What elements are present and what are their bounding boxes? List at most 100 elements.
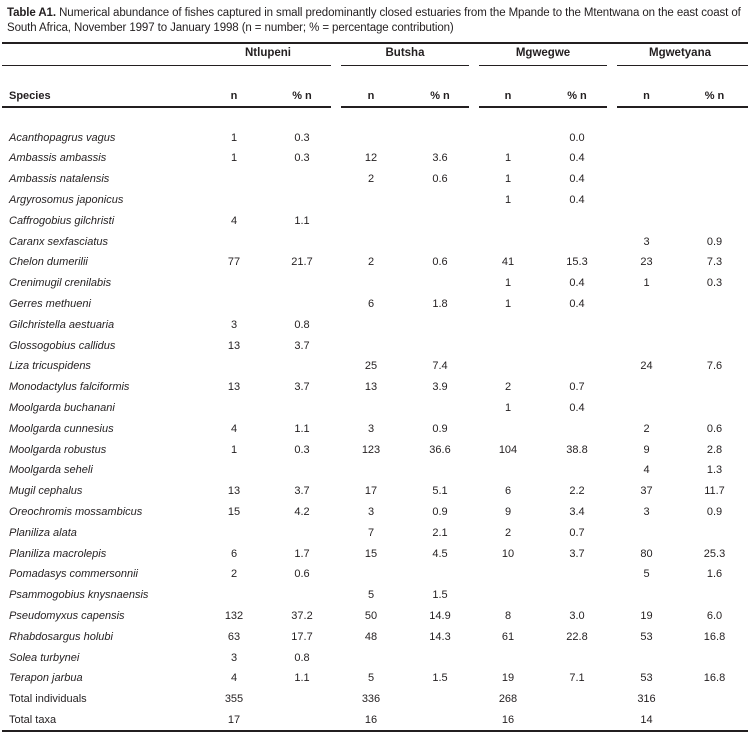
value-cell: 13 — [227, 339, 241, 352]
value-cell — [474, 564, 542, 585]
value-cell: 3.6 — [432, 152, 448, 165]
group-header-spacer — [2, 44, 200, 60]
species-cell: Acanthopagrus vagus — [9, 131, 116, 144]
value-cell — [612, 148, 681, 169]
value-cell: 1.8 — [432, 297, 448, 310]
value-cell: 1.7 — [294, 547, 310, 560]
col-header-n-mgwetyana: n — [643, 89, 650, 102]
value-cell: 0.6 — [294, 568, 310, 581]
value-cell — [406, 335, 474, 356]
value-cell — [612, 335, 681, 356]
value-cell: 15 — [227, 505, 241, 518]
value-cell: 80 — [640, 547, 653, 560]
value-cell: 1.1 — [294, 214, 310, 227]
value-cell: 10 — [501, 547, 515, 560]
value-cell: 13 — [364, 381, 378, 394]
value-cell — [612, 294, 681, 315]
value-cell: 2.8 — [706, 443, 723, 456]
value-cell: 2 — [643, 422, 650, 435]
value-cell — [474, 647, 542, 668]
value-cell — [542, 564, 612, 585]
value-cell: 5 — [367, 672, 375, 685]
value-cell: 23 — [640, 256, 653, 269]
group-underline-segment — [479, 64, 607, 66]
species-cell: Liza tricuspidens — [9, 360, 91, 373]
value-cell — [336, 398, 406, 419]
value-cell — [406, 564, 474, 585]
value-cell: 36.6 — [429, 443, 451, 456]
species-cell: Terapon jarbua — [9, 672, 83, 685]
col-header-pct-mgwegwe: % n — [567, 89, 587, 102]
header-bottom-rule-segment — [2, 106, 331, 109]
value-cell: 6 — [230, 547, 238, 560]
value-cell: 22.8 — [566, 630, 588, 643]
value-cell: 16 — [364, 713, 378, 726]
value-cell — [268, 689, 336, 710]
value-cell: 1 — [230, 131, 238, 144]
value-cell — [474, 356, 542, 377]
value-cell — [474, 314, 542, 335]
value-cell — [474, 418, 542, 439]
value-cell — [200, 294, 268, 315]
value-cell — [542, 689, 612, 710]
value-cell: 3.7 — [294, 339, 310, 352]
value-cell — [406, 231, 474, 252]
value-cell — [474, 460, 542, 481]
value-cell: 0.4 — [569, 277, 585, 290]
value-cell — [612, 585, 681, 606]
value-cell: 0.4 — [569, 173, 585, 186]
col-header-pct-butsha: % n — [430, 89, 450, 102]
species-cell: Ambassis ambassis — [9, 152, 107, 165]
value-cell — [268, 522, 336, 543]
value-cell — [406, 398, 474, 419]
value-cell: 0.0 — [569, 131, 585, 144]
value-cell: 104 — [498, 443, 518, 456]
value-cell: 0.4 — [569, 297, 585, 310]
value-cell — [268, 190, 336, 211]
table-top-rule — [2, 42, 748, 44]
value-cell — [268, 356, 336, 377]
value-cell — [681, 148, 748, 169]
value-cell — [268, 294, 336, 315]
value-cell — [542, 585, 612, 606]
value-cell — [200, 273, 268, 294]
value-cell — [474, 335, 542, 356]
value-cell — [681, 398, 748, 419]
value-cell: 16.8 — [703, 672, 726, 685]
species-cell: Monodactylus falciformis — [9, 381, 130, 394]
species-cell: Solea turbynei — [9, 651, 80, 664]
value-cell: 0.4 — [569, 401, 585, 414]
value-cell: 12 — [364, 152, 378, 165]
value-cell — [542, 647, 612, 668]
value-cell: 1 — [504, 173, 512, 186]
value-cell — [681, 710, 748, 731]
value-cell — [612, 190, 681, 211]
col-header-n-butsha: n — [367, 89, 375, 102]
value-cell — [612, 377, 681, 398]
value-cell: 0.3 — [706, 277, 723, 290]
value-cell: 25.3 — [703, 547, 726, 560]
value-cell — [336, 460, 406, 481]
value-cell — [268, 169, 336, 190]
value-cell: 6.0 — [706, 609, 723, 622]
value-cell — [681, 314, 748, 335]
value-cell — [474, 231, 542, 252]
value-cell: 0.7 — [569, 381, 585, 394]
value-cell: 53 — [640, 672, 653, 685]
species-cell: Mugil cephalus — [9, 485, 83, 498]
fish-abundance-table: Ntlupeni Butsha Mgwegwe Mgwetyana Specie… — [2, 44, 748, 730]
species-cell: Chelon dumerilii — [9, 256, 88, 269]
value-cell: 2.1 — [432, 526, 448, 539]
value-cell: 3.4 — [569, 505, 585, 518]
value-cell — [336, 190, 406, 211]
value-cell: 3.7 — [294, 381, 310, 394]
species-cell: Total individuals — [9, 693, 87, 706]
value-cell: 25 — [364, 360, 378, 373]
value-cell: 53 — [640, 630, 653, 643]
value-cell — [612, 647, 681, 668]
value-cell: 5 — [643, 568, 650, 581]
value-cell — [681, 294, 748, 315]
header-bottom-rule-segment — [341, 106, 469, 109]
value-cell: 7.4 — [432, 360, 448, 373]
